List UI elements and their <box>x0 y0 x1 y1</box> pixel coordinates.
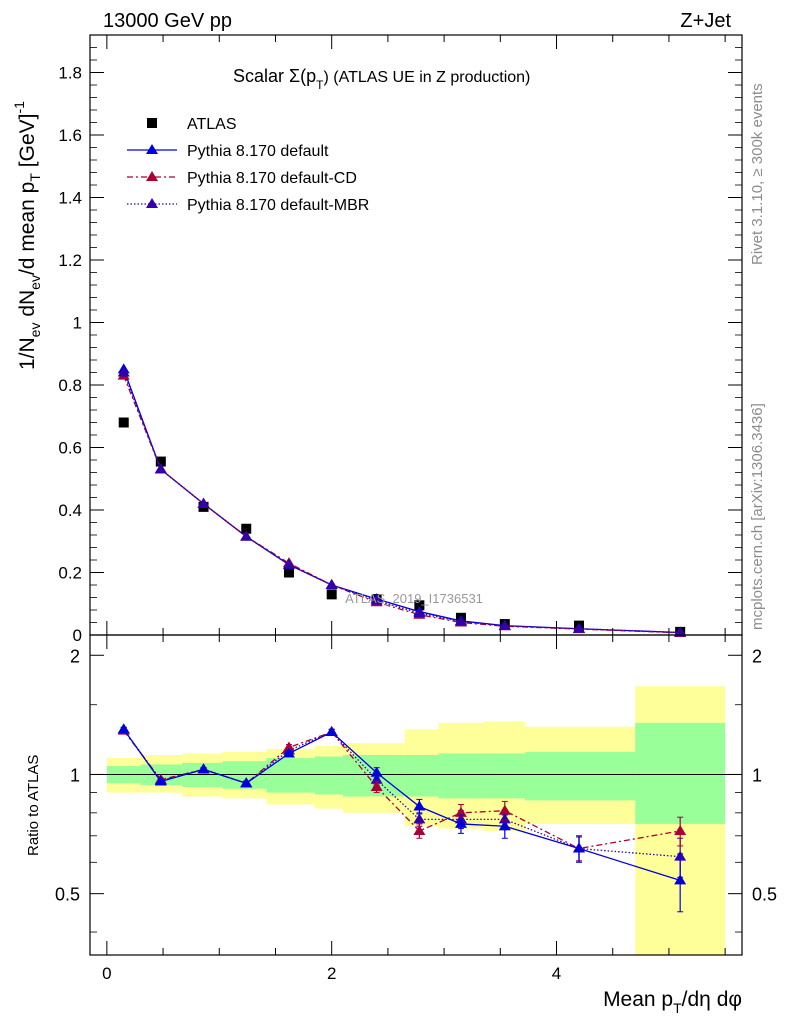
ratio-band-inner <box>404 754 439 797</box>
atlas-data-point <box>155 456 166 467</box>
ratio-panel: 0 2 4 0.5 0.5 1 1 2 2 <box>55 634 777 983</box>
ratio-y-tick-label: 0.5 <box>55 885 80 905</box>
main-point-mbr <box>413 607 426 618</box>
ratio-band-inner <box>314 756 343 795</box>
ratio-point-cd <box>674 824 687 835</box>
main-y-tick-label: 0.8 <box>58 376 82 395</box>
mcplots-label: mcplots.cern.ch [arXiv:1306.3436] <box>749 403 766 630</box>
main-point-mbr <box>498 619 511 630</box>
ratio-point-default <box>573 842 585 853</box>
legend-cd-marker <box>146 171 158 181</box>
ratio-point-default <box>413 800 426 811</box>
ratio-point-default <box>154 775 167 786</box>
ratio-point-default <box>197 763 210 774</box>
legend-mbr-marker <box>146 198 158 208</box>
main-y-tick-label: 0.4 <box>58 501 82 520</box>
ratio-y-tick-label: 2 <box>70 646 80 666</box>
ratio-y-tick-label-right: 1 <box>752 765 762 785</box>
main-y-tick-label: 0.6 <box>58 439 82 458</box>
legend-default-label: Pythia 8.170 default <box>187 143 329 160</box>
ratio-point-default <box>498 820 511 831</box>
ratio-y-tick-label: 1 <box>70 765 80 785</box>
main-title-suffix: ) (ATLAS UE in Z production) <box>324 69 531 86</box>
x-axis-label-sub: T <box>673 1000 682 1016</box>
atlas-data-point <box>326 589 337 600</box>
main-point-mbr <box>674 626 687 637</box>
ratio-y-axis-label: Ratio to ATLAS <box>25 755 42 856</box>
main-point-mbr <box>117 366 130 377</box>
ratio-point-default <box>282 747 295 758</box>
main-point-mbr <box>154 463 167 474</box>
ratio-point-default <box>240 777 253 788</box>
atlas-data-point <box>283 567 294 578</box>
ratio-frame-border <box>89 634 743 956</box>
ratio-point-default <box>454 817 467 828</box>
atlas-data-point <box>414 600 425 611</box>
ratio-point-cd <box>370 780 383 791</box>
ratio-point-default <box>370 766 383 777</box>
main-title-sub: T <box>316 78 324 92</box>
main-y-tick-label: 1.8 <box>58 64 82 83</box>
main-point-mbr <box>240 530 253 541</box>
ratio-band-inner <box>266 758 315 793</box>
main-title: Scalar Σ(pT) (ATLAS UE in Z production) <box>233 66 530 92</box>
ratio-point-cd <box>413 824 426 835</box>
main-point-mbr <box>573 622 585 633</box>
header-process: Z+Jet <box>680 10 731 32</box>
main-point-mbr <box>197 497 210 508</box>
main-y-axis-label: 1/Nev dNev/d mean pT [GeV]-1 <box>11 101 43 370</box>
legend-default-marker <box>146 144 158 154</box>
watermark: ATLAS_2019_I1736531 <box>345 591 483 606</box>
ratio-band-inner <box>483 753 526 799</box>
legend-atlas-label: ATLAS <box>187 116 237 133</box>
main-point-mbr <box>454 615 467 626</box>
ratio-point-default <box>117 723 130 734</box>
ratio-point-default <box>674 874 687 885</box>
x-tick-label: 0 <box>102 964 111 983</box>
main-point-mbr <box>282 558 295 569</box>
ratio-point-cd <box>498 804 511 815</box>
legend: ATLAS Pythia 8.170 default Pythia 8.170 … <box>127 116 369 214</box>
main-line-mbr <box>123 372 681 634</box>
ratio-y-tick-label-right: 0.5 <box>752 885 777 905</box>
legend-atlas-marker <box>147 118 157 128</box>
main-panel: 0 0.2 0.4 0.6 0.8 1 1.2 1.4 1.6 1.8 <box>58 34 743 645</box>
main-y-tick-label: 1.6 <box>58 126 82 145</box>
main-point-mbr <box>325 579 338 589</box>
x-axis-label-prefix: Mean p <box>603 988 673 1011</box>
main-y-tick-label: 1.2 <box>58 251 82 270</box>
x-tick-label: 2 <box>327 964 336 983</box>
ratio-point-cd <box>282 741 295 752</box>
ratio-band-inner <box>635 722 726 824</box>
ratio-point-default <box>325 726 338 737</box>
main-point-mbr <box>370 594 383 605</box>
ratio-point-cd <box>454 806 467 817</box>
ratio-line-default <box>123 728 681 882</box>
atlas-data-point <box>241 523 252 534</box>
main-y-tick-label: 0 <box>73 626 82 645</box>
atlas-data-point <box>118 417 129 428</box>
ratio-band-inner <box>525 751 636 801</box>
ratio-point-mbr <box>413 813 426 824</box>
legend-mbr-label: Pythia 8.170 default-MBR <box>187 197 369 214</box>
legend-cd-label: Pythia 8.170 default-CD <box>187 170 357 187</box>
main-y-tick-label: 1 <box>73 314 82 333</box>
header-energy: 13000 GeV pp <box>103 10 232 32</box>
main-title-prefix: Scalar Σ(p <box>233 66 316 86</box>
ratio-y-tick-label-right: 2 <box>752 646 762 666</box>
main-y-tick-label: 0.2 <box>58 564 82 583</box>
rivet-label: Rivet 3.1.10, ≥ 300k events <box>749 83 766 265</box>
x-tick-label: 4 <box>552 964 561 983</box>
x-axis-label-suffix: /dη dφ <box>682 988 742 1011</box>
main-y-tick-label: 1.4 <box>58 189 82 208</box>
ratio-band-inner <box>438 753 484 799</box>
x-axis-label: Mean pT/dη dφ <box>603 988 742 1016</box>
